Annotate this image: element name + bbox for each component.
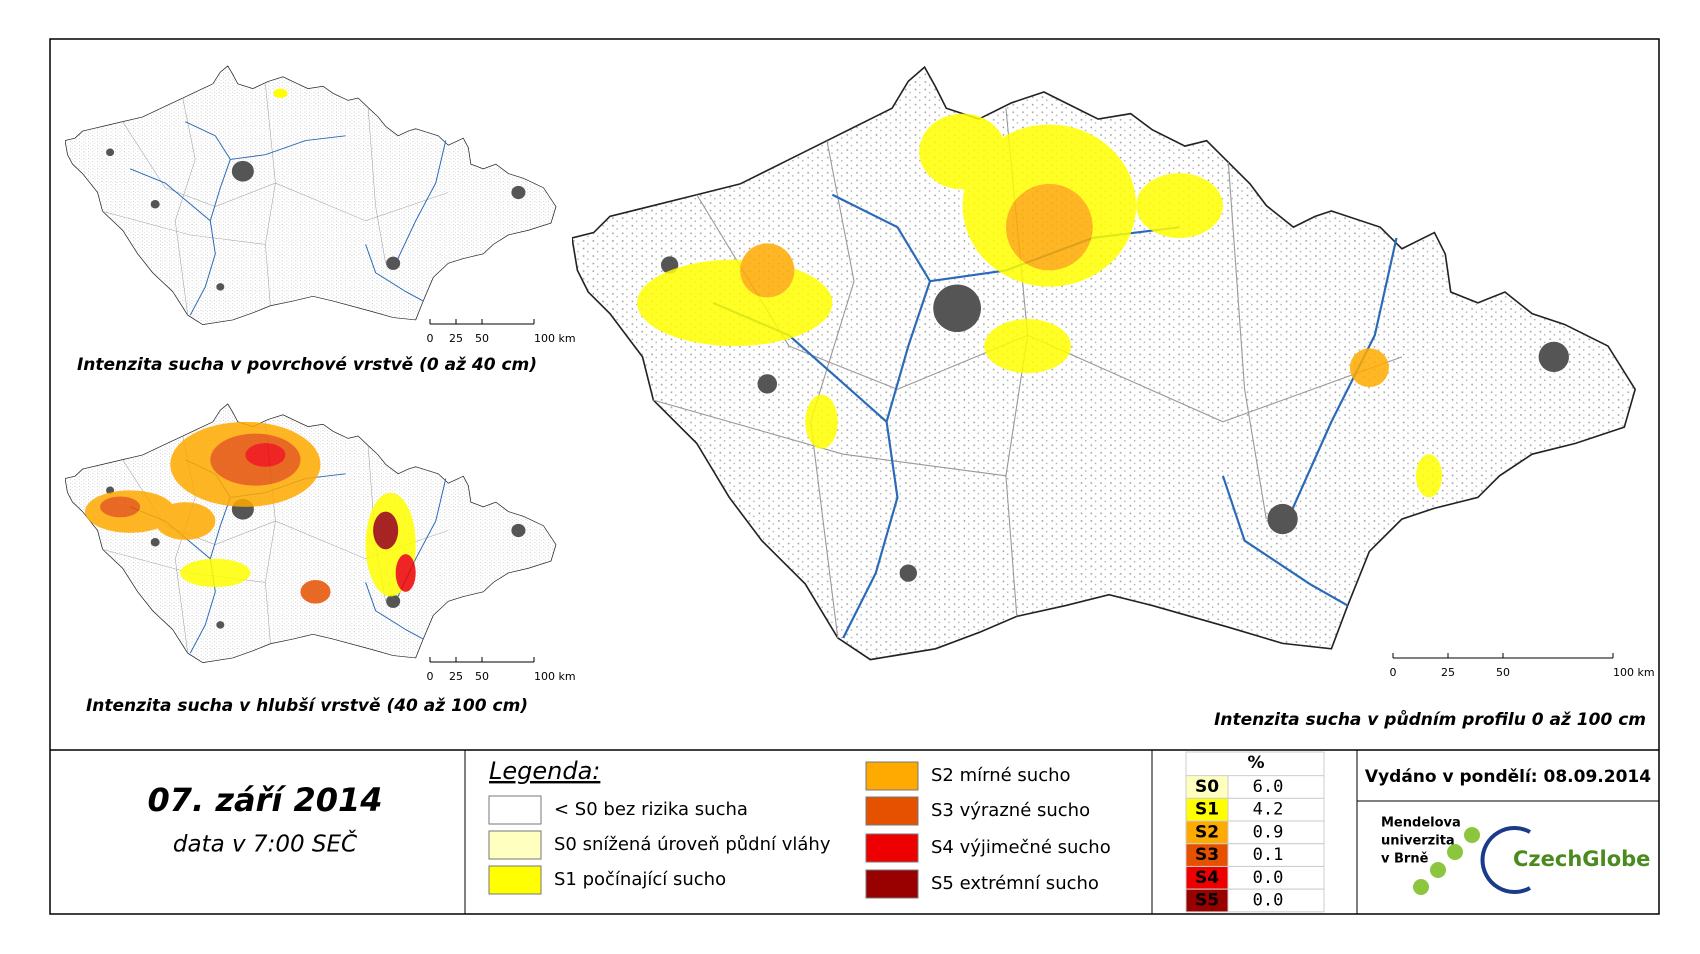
legend-label: < S0 bez rizika sucha [554, 799, 748, 820]
legend-swatch [865, 833, 919, 863]
class-code: S3 [1195, 845, 1219, 865]
class-percent: 0.0 [1253, 891, 1284, 911]
scale-label: 50 [1496, 666, 1510, 679]
legend-label: S0 snížená úroveň půdní vláhy [554, 834, 831, 855]
legend-label: S2 mírné sucho [931, 765, 1071, 786]
date: 07. září 2014 [148, 781, 383, 819]
legend-swatch [488, 865, 542, 895]
map-caption: Intenzita sucha v hlubší vrstvě (40 až 1… [86, 696, 528, 716]
map-caption: Intenzita sucha v povrchové vrstvě (0 až… [77, 355, 537, 375]
class-code: S5 [1195, 891, 1219, 911]
class-code: S1 [1195, 800, 1219, 820]
legend-title: Legenda: [489, 757, 600, 785]
map-deep [65, 404, 556, 663]
scale-label: 25 [449, 332, 463, 345]
mendel-logo-dot [1464, 827, 1480, 843]
class-percent: 6.0 [1253, 777, 1284, 797]
map-profile [572, 67, 1635, 659]
scale-label: 0 [1390, 666, 1397, 679]
class-code: S2 [1195, 822, 1219, 842]
map-surface [65, 66, 556, 325]
legend-swatch [865, 796, 919, 826]
mendel-logo-text: univerzita [1381, 834, 1455, 849]
legend-swatch [865, 869, 919, 899]
scale-label: 100 km [534, 332, 576, 345]
mendel-logo-text: Mendelova [1381, 816, 1461, 831]
data-time: data v 7:00 SEČ [173, 830, 357, 858]
mendel-logo-dot [1430, 862, 1446, 878]
legend-swatch [488, 830, 542, 860]
legend-label: S5 extrémní sucho [931, 873, 1099, 894]
legend-label: S1 počínající sucho [554, 869, 726, 890]
legend-label: S3 výrazné sucho [931, 800, 1090, 821]
scale-label: 25 [449, 670, 463, 683]
scale-label: 50 [475, 670, 489, 683]
class-percent: 0.9 [1253, 822, 1284, 842]
scale-label: 50 [475, 332, 489, 345]
map-caption: Intenzita sucha v půdním profilu 0 až 10… [1214, 709, 1646, 730]
issued: Vydáno v pondělí: 08.09.2014 [1365, 767, 1651, 787]
class-percent: 4.2 [1253, 800, 1284, 820]
class-percent: 0.0 [1253, 868, 1284, 888]
scale-label: 100 km [1613, 666, 1655, 679]
mendel-logo-dot [1447, 844, 1463, 860]
scale-label: 100 km [534, 670, 576, 683]
value-cell [1227, 888, 1325, 913]
class-code: S4 [1195, 868, 1219, 888]
scale-label: 25 [1441, 666, 1455, 679]
legend-swatch [865, 761, 919, 791]
mendel-logo-text: v Brně [1381, 852, 1429, 867]
mendel-logo-dot [1413, 879, 1429, 895]
legend-label: S4 výjimečné sucho [931, 837, 1111, 858]
class-code: S0 [1195, 777, 1219, 797]
czechglobe-arc [1480, 826, 1531, 894]
scale-label: 0 [427, 332, 434, 345]
class-percent: 0.1 [1253, 845, 1284, 865]
scale-label: 0 [427, 670, 434, 683]
table-header: % [1247, 753, 1264, 773]
legend-swatch [488, 795, 542, 825]
czechglobe-logo: CzechGlobe [1513, 847, 1650, 871]
